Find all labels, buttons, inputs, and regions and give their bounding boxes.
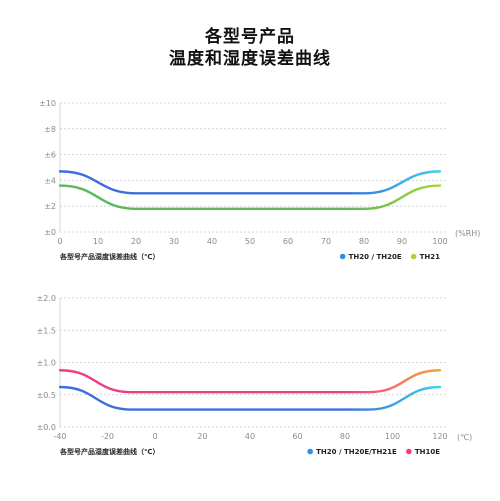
x-tick-label: 40 — [207, 237, 217, 246]
x-tick-label: 10 — [93, 237, 103, 246]
series-line-1 — [58, 170, 442, 195]
x-tick-label: 0 — [57, 237, 62, 246]
y-tick-label: ±0 — [44, 228, 56, 237]
legend-marker — [410, 253, 417, 260]
y-tick-label: ±6 — [44, 151, 56, 160]
chart-1: ±0 ±2 ±4 ±6 ±8 ±10 0 10 20 30 40 50 60 70 80 90 100 (%RH)… — [39, 99, 480, 261]
x-tick-label: 20 — [197, 432, 207, 441]
chart-caption: 各型号产品湿度误差曲线（℃） — [59, 252, 159, 261]
series-line-2 — [58, 184, 442, 210]
x-tick-label: 60 — [292, 432, 302, 441]
x-tick-label: 50 — [245, 237, 255, 246]
x-tick-label: -40 — [53, 432, 66, 441]
x-tick-label: -20 — [101, 432, 114, 441]
x-tick-label: 100 — [385, 432, 400, 441]
legend-label: TH20 / TH20E/TH21E — [316, 448, 397, 456]
legend-marker — [406, 448, 412, 455]
legend-label: TH21 — [420, 253, 441, 261]
chart-caption: 各型号产品湿度误差曲线（℃） — [59, 447, 159, 456]
x-tick-label: 90 — [397, 237, 407, 246]
x-tick-label: 0 — [152, 432, 157, 441]
legend-marker — [339, 253, 346, 260]
y-tick-label: ±2.0 — [37, 294, 56, 303]
series-line-2 — [58, 369, 442, 394]
page-title-line-2: 温度和湿度误差曲线 — [169, 49, 331, 69]
y-tick-label: ±10 — [39, 99, 56, 108]
x-tick-label: 60 — [283, 237, 293, 246]
y-tick-label: ±0.0 — [37, 423, 56, 432]
y-tick-label: ±4 — [44, 176, 56, 185]
legend-marker — [307, 448, 313, 455]
page-title-line-1: 各型号产品 — [205, 27, 295, 47]
y-tick-label: ±2 — [44, 202, 56, 211]
legend-label: TH10E — [415, 448, 440, 456]
x-tick-label: 80 — [340, 432, 350, 441]
y-tick-label: ±8 — [44, 125, 56, 134]
x-tick-label: 100 — [432, 237, 447, 246]
y-tick-label: ±1.5 — [37, 326, 56, 335]
x-tick-label: 30 — [169, 237, 179, 246]
x-tick-label: 20 — [131, 237, 141, 246]
x-tick-label: 80 — [359, 237, 369, 246]
y-tick-label: ±1.0 — [37, 359, 56, 368]
x-tick-label: 40 — [245, 432, 255, 441]
series-line-1 — [58, 385, 442, 411]
x-unit-label: (℃) — [457, 433, 472, 442]
chart-2: ±0.0 ±0.5 ±1.0 ±1.5 ±2.0 -40 -20 0 20 40 60 80 100 12… — [37, 294, 473, 456]
x-tick-label: 120 — [432, 432, 447, 441]
x-tick-label: 70 — [321, 237, 331, 246]
y-tick-label: ±0.5 — [37, 391, 56, 400]
legend-label: TH20 / TH20E — [349, 253, 402, 261]
x-unit-label: (%RH) — [455, 229, 480, 238]
